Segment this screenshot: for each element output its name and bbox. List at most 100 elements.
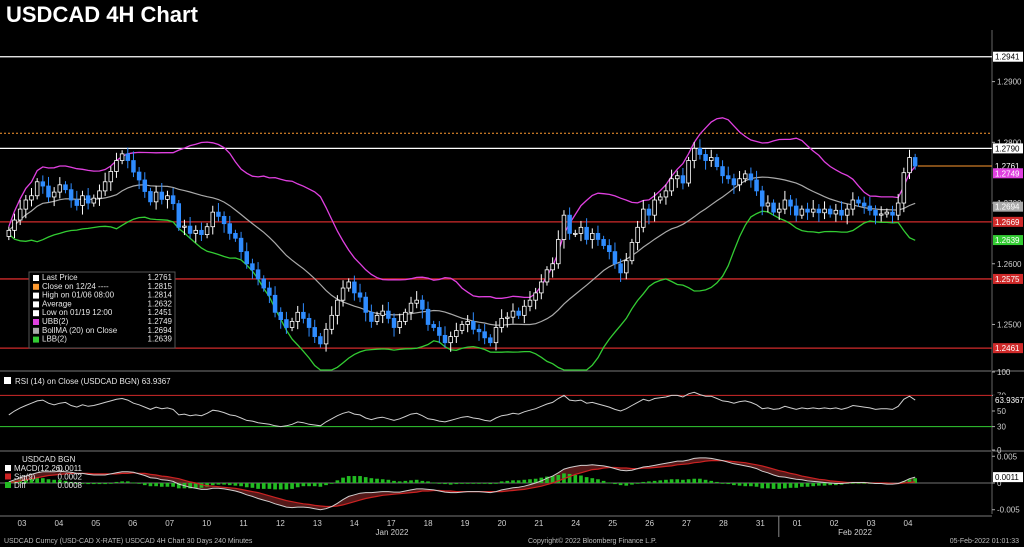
rsi-y-tick-label: 0 <box>997 446 1002 455</box>
diff-bar <box>414 479 419 483</box>
candle-body <box>703 154 708 161</box>
candle-body <box>782 199 788 210</box>
diff-bar <box>613 483 617 485</box>
diff-bar <box>522 479 527 483</box>
candle-body <box>408 302 414 313</box>
diff-bar <box>375 478 379 483</box>
footer-left: USDCAD Curncy (USD-CAD X-RATE) USDCAD 4H… <box>4 538 253 545</box>
diff-bar <box>397 481 402 483</box>
candle-body <box>658 196 663 201</box>
legend-label: Close on 12/24 ---- <box>42 282 109 291</box>
candle-body <box>839 209 844 216</box>
candle-body <box>284 319 289 328</box>
diff-bar <box>584 477 589 483</box>
legend-swatch <box>33 327 39 334</box>
page-title: USDCAD 4H Chart <box>6 2 198 27</box>
candle-body <box>91 197 97 204</box>
candle-body <box>595 232 601 240</box>
candle-body <box>629 242 635 262</box>
diff-bar <box>176 483 181 489</box>
diff-bar <box>409 480 413 483</box>
footer: USDCAD Curncy (USD-CAD X-RATE) USDCAD 4H… <box>4 537 1019 545</box>
candle-body <box>23 199 29 210</box>
candle-body <box>776 208 782 213</box>
candle-body <box>816 208 822 214</box>
badge-bollma-bg <box>993 201 1023 212</box>
diff-bar <box>652 480 657 483</box>
diff-bar <box>244 483 249 488</box>
diff-bar <box>165 483 170 487</box>
candle-body <box>386 310 391 319</box>
diff-bar <box>726 483 731 485</box>
candle-body <box>561 214 567 240</box>
diff-bar <box>267 483 272 489</box>
candle-body <box>488 337 493 344</box>
candle-body <box>363 296 368 313</box>
diff-bar <box>97 483 102 485</box>
candle-body <box>714 157 720 168</box>
diff-bar <box>52 479 56 483</box>
legend-swatch <box>33 283 39 290</box>
x-tick-label: 21 <box>534 519 543 528</box>
candle-body <box>114 160 119 172</box>
diff-bar <box>35 478 39 483</box>
diff-bar <box>511 480 515 483</box>
diff-bar <box>907 479 912 483</box>
legend-label: High on 01/06 08:00 <box>42 291 115 300</box>
diff-bar <box>103 483 107 485</box>
candle-body <box>895 202 901 216</box>
x-tick-label: 10 <box>202 519 211 528</box>
diff-bar <box>777 483 782 489</box>
rsi-y-tick-label: 30 <box>997 423 1006 432</box>
diff-bar <box>346 476 351 483</box>
candle-body <box>74 199 80 206</box>
legend-label: Low on 01/19 12:00 <box>42 308 113 317</box>
rsi-last-label: 63.9367 <box>995 396 1024 405</box>
diff-bar <box>675 479 680 483</box>
ubb-line <box>8 117 916 299</box>
rsi-legend-swatch <box>4 377 11 384</box>
candle-body <box>567 214 572 234</box>
macd-last-label-bg <box>993 472 1023 483</box>
candle-body <box>827 208 833 215</box>
candle-body <box>425 308 431 325</box>
candle-body <box>278 311 283 321</box>
support-line-label-bg <box>993 216 1023 227</box>
footer-right: 05-Feb-2022 01:01:33 <box>950 538 1019 545</box>
candle-body <box>369 311 374 322</box>
x-tick-label: 06 <box>128 519 137 528</box>
diff-bar <box>771 483 776 489</box>
candle-body <box>352 281 357 294</box>
rsi-line <box>8 391 916 428</box>
diff-bar <box>256 483 260 489</box>
diff-bar <box>29 478 34 483</box>
macd-legend-swatch <box>5 473 11 480</box>
diff-bar <box>635 483 640 484</box>
candle-body <box>335 299 340 316</box>
legend-value: 1.2815 <box>148 282 173 291</box>
diff-bar <box>851 483 855 484</box>
diff-bar <box>222 483 226 485</box>
diff-bar <box>465 483 470 484</box>
price-y-tick-label: 1.2800 <box>997 138 1022 147</box>
legend-label: Last Price <box>42 273 78 282</box>
diff-bar <box>805 483 810 487</box>
candle-body <box>590 232 595 240</box>
diff-bar <box>516 480 521 483</box>
candle-body <box>697 147 703 155</box>
macd-y-tick-label: -0.005 <box>997 506 1020 515</box>
legend-value: 1.2761 <box>148 273 173 282</box>
legend-swatch <box>33 275 39 281</box>
candle-body <box>227 223 232 234</box>
diff-bar <box>607 482 612 484</box>
rsi-legend-label: RSI (14) on Close (USDCAD BGN) 63.9367 <box>15 377 171 386</box>
candle-body <box>799 208 805 216</box>
candle-body <box>850 199 856 210</box>
candle-body <box>119 153 125 161</box>
diff-bar <box>664 479 668 483</box>
diff-bar <box>647 481 651 483</box>
price-panel: 1.25001.26001.27001.28001.29001.29411.27… <box>0 30 1024 372</box>
candle-body <box>12 219 17 231</box>
diff-bar <box>74 483 79 484</box>
diff-bar <box>545 476 549 483</box>
